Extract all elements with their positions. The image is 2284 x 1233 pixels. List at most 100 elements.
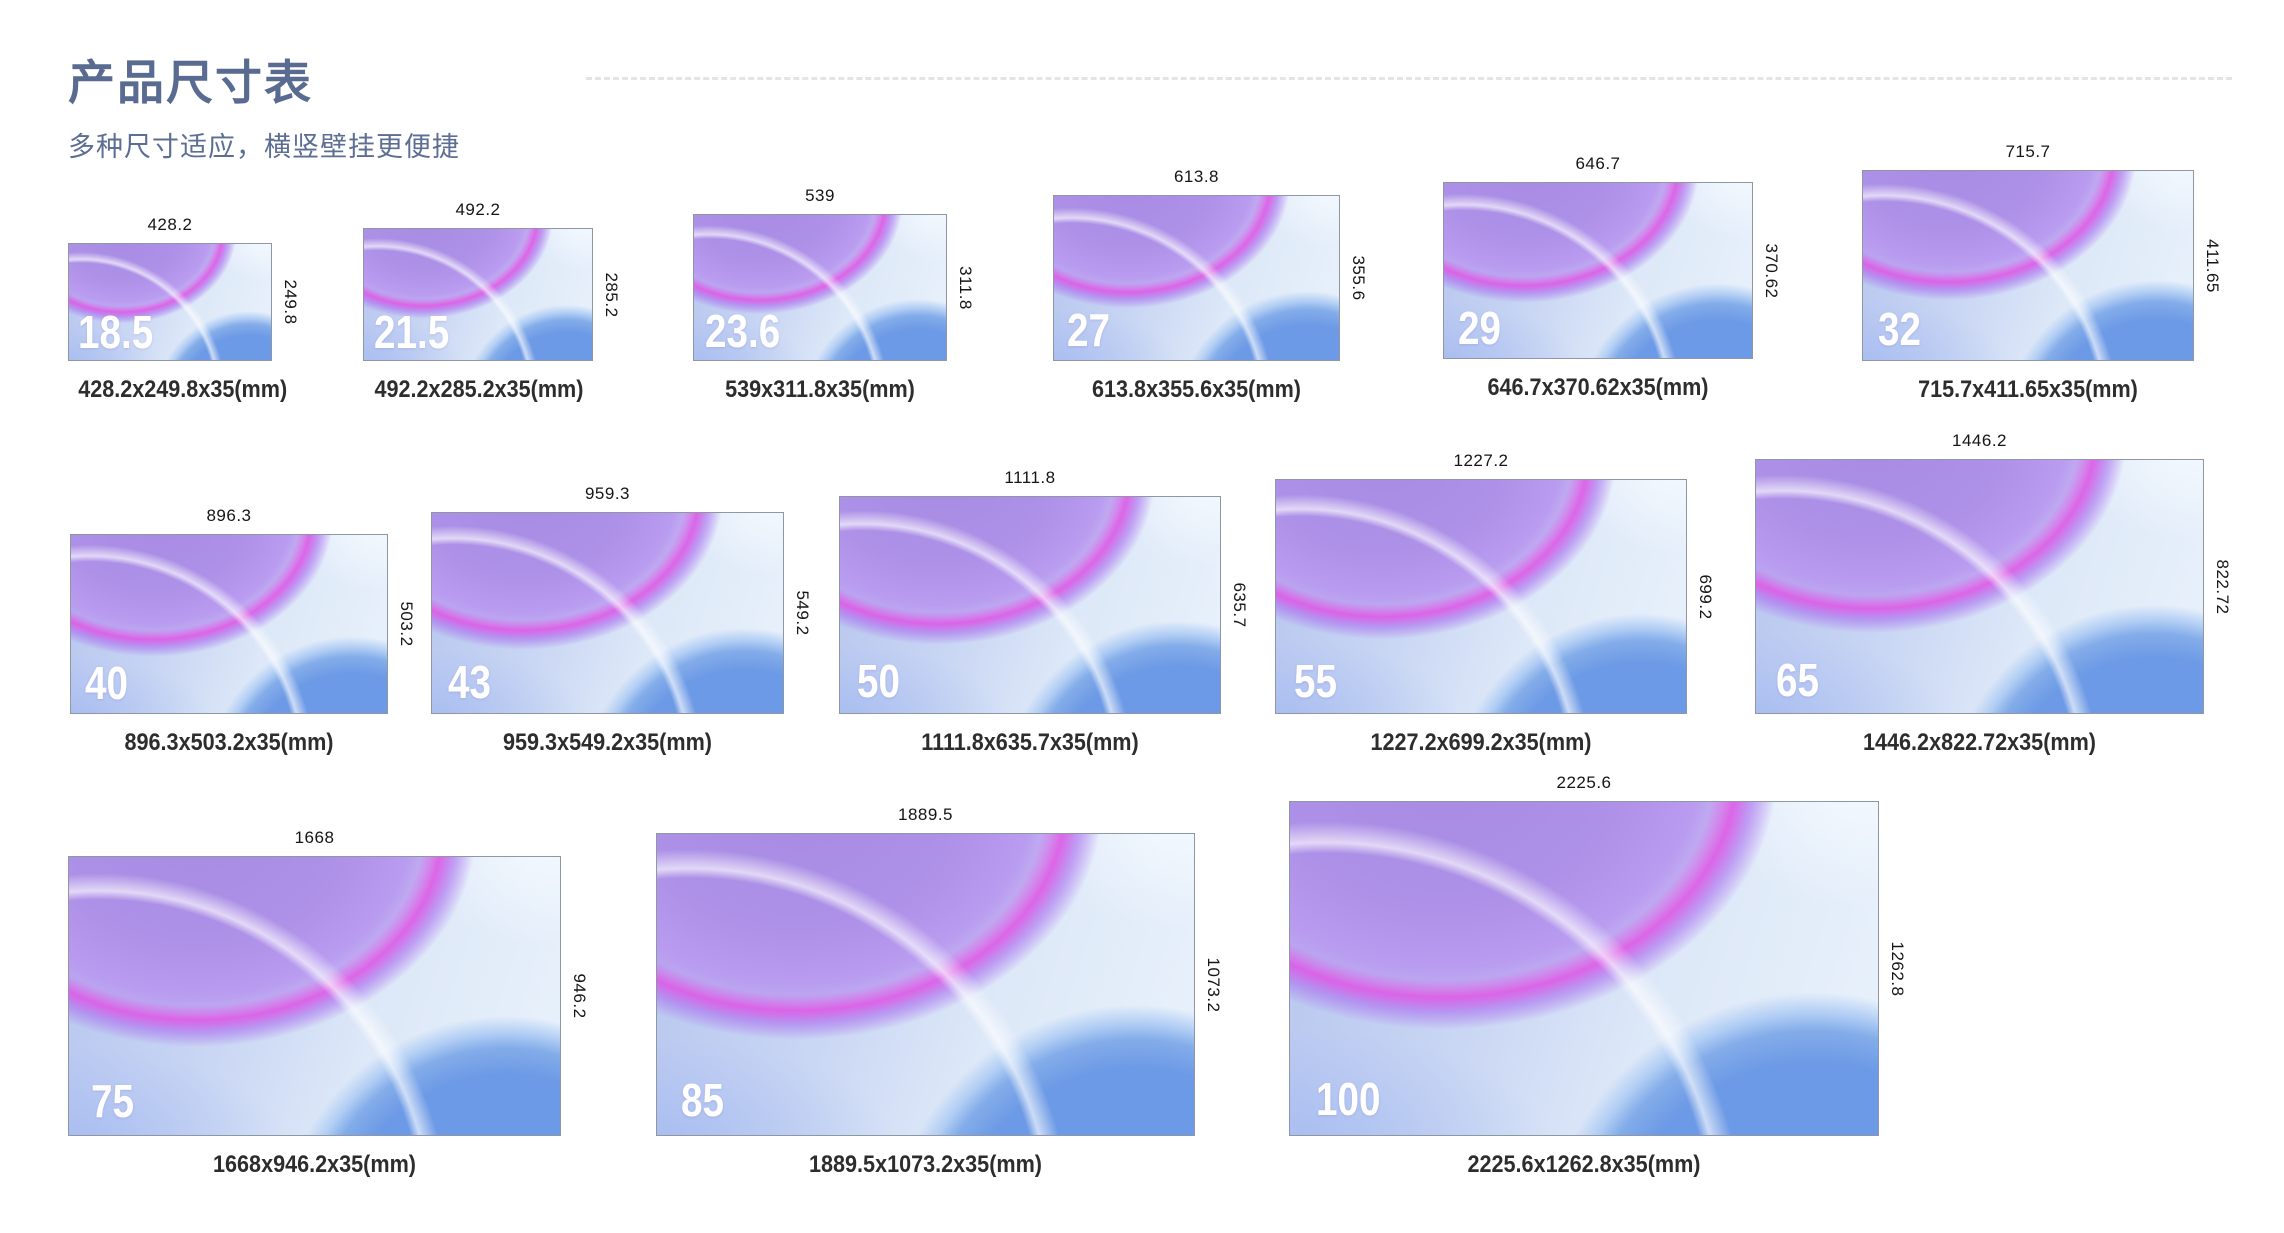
size-inches-label: 85	[681, 1073, 725, 1126]
product-card: 613.8 27 355.6 613.8x355.6x35(mm)	[1053, 167, 1368, 404]
screen-frame: 43 549.2	[431, 512, 812, 714]
size-inches-label: 18.5	[78, 306, 154, 359]
height-mm-label: 311.8	[956, 265, 975, 310]
height-mm-label: 1073.2	[1204, 957, 1223, 1012]
screen-frame: 65 822.72	[1755, 459, 2232, 714]
product-card: 715.7 32 411.65 715.7x411.65x35(mm)	[1862, 142, 2222, 404]
screen-preview: 29	[1443, 182, 1753, 359]
screen-frame: 27 355.6	[1053, 195, 1368, 361]
screen-preview: 65	[1755, 459, 2204, 714]
height-mm-label: 946.2	[570, 973, 589, 1019]
screen-frame: 100 1262.8	[1289, 801, 1907, 1136]
product-card: 959.3 43 549.2 959.3x549.2x35(mm)	[431, 484, 812, 757]
dimensions-caption: 539x311.8x35(mm)	[725, 376, 915, 403]
dimensions-caption: 1111.8x635.7x35(mm)	[921, 729, 1139, 756]
screen-preview: 50	[839, 496, 1221, 714]
dimensions-caption: 1668x946.2x35(mm)	[213, 1151, 416, 1178]
product-card: 2225.6 100 1262.8 2225.6x1262.8x35(mm)	[1289, 773, 1907, 1179]
height-mm-label: 285.2	[602, 271, 621, 318]
screen-frame: 50 635.7	[839, 496, 1249, 714]
height-mm-label: 549.2	[793, 590, 812, 636]
width-mm-label: 896.3	[206, 506, 252, 525]
screen-preview: 32	[1862, 170, 2194, 361]
product-card: 896.3 40 503.2 896.3x503.2x35(mm)	[70, 506, 416, 757]
height-mm-label: 370.62	[1762, 243, 1781, 298]
width-mm-label: 646.7	[1575, 154, 1621, 173]
screen-frame: 75 946.2	[68, 856, 589, 1136]
size-inches-label: 23.6	[705, 305, 781, 358]
height-mm-label: 503.2	[397, 601, 416, 647]
screen-preview: 55	[1275, 479, 1687, 714]
size-inches-label: 27	[1066, 304, 1110, 357]
width-mm-label: 613.8	[1173, 167, 1220, 186]
dimensions-caption: 1446.2x822.72x35(mm)	[1863, 729, 2096, 756]
size-inches-label: 55	[1294, 654, 1338, 707]
size-inches-label: 65	[1776, 653, 1820, 706]
product-card: 428.2 18.5 249.8 428.2x249.8x35(mm)	[68, 215, 300, 404]
product-card: 646.7 29 370.62 646.7x370.62x35(mm)	[1443, 154, 1781, 402]
screen-frame: 55 699.2	[1275, 479, 1715, 714]
height-mm-label: 355.6	[1349, 255, 1368, 301]
screen-preview: 18.5	[68, 243, 272, 361]
product-card: 492.2 21.5 285.2 492.2x285.2x35(mm)	[363, 200, 621, 404]
height-mm-label: 635.7	[1230, 582, 1249, 628]
product-card: 1227.2 55 699.2 1227.2x699.2x35(mm)	[1275, 451, 1715, 757]
screen-preview: 75	[68, 856, 561, 1136]
screen-preview: 23.6	[693, 214, 947, 361]
width-mm-label: 2225.6	[1556, 773, 1612, 792]
height-mm-label: 822.72	[2213, 559, 2232, 614]
width-mm-label: 715.7	[2005, 142, 2051, 161]
size-inches-label: 29	[1457, 302, 1501, 354]
height-mm-label: 411.65	[2203, 238, 2222, 293]
product-card: 1668 75 946.2 1668x946.2x35(mm)	[68, 828, 589, 1179]
dimensions-caption: 715.7x411.65x35(mm)	[1918, 376, 2138, 403]
screen-frame: 18.5 249.8	[68, 243, 300, 361]
product-card: 1111.8 50 635.7 1111.8x635.7x35(mm)	[839, 468, 1249, 757]
height-mm-label: 1262.8	[1888, 941, 1907, 996]
screen-preview: 40	[70, 534, 388, 714]
width-mm-label: 428.2	[147, 215, 193, 234]
screen-preview: 100	[1289, 801, 1879, 1136]
height-mm-label: 249.8	[281, 279, 300, 325]
width-mm-label: 1446.2	[1952, 431, 2007, 450]
width-mm-label: 1668	[294, 828, 335, 847]
dimensions-caption: 428.2x249.8x35(mm)	[78, 376, 288, 403]
screen-preview: 85	[656, 833, 1195, 1136]
size-inches-label: 32	[1877, 303, 1921, 356]
dimensions-caption: 959.3x549.2x35(mm)	[503, 729, 712, 756]
width-mm-label: 959.3	[584, 484, 631, 503]
screen-frame: 85 1073.2	[656, 833, 1223, 1136]
height-mm-label: 699.2	[1696, 573, 1715, 620]
dimensions-caption: 896.3x503.2x35(mm)	[124, 729, 334, 756]
width-mm-label: 1227.2	[1453, 451, 1509, 470]
screen-preview: 21.5	[363, 228, 593, 361]
width-mm-label: 539	[805, 186, 835, 205]
page-title: 产品尺寸表	[68, 56, 313, 109]
width-mm-label: 492.2	[455, 200, 501, 219]
size-inches-label: 43	[447, 656, 491, 708]
dimensions-caption: 492.2x285.2x35(mm)	[374, 376, 584, 403]
screen-frame: 23.6 311.8	[693, 214, 975, 361]
size-inches-label: 21.5	[374, 305, 450, 358]
width-mm-label: 1889.5	[898, 805, 953, 824]
page-subtitle: 多种尺寸适应，横竖壁挂更便捷	[68, 132, 460, 162]
product-card: 1889.5 85 1073.2 1889.5x1073.2x35(mm)	[656, 805, 1223, 1179]
width-mm-label: 1111.8	[1004, 468, 1056, 487]
dimensions-caption: 1227.2x699.2x35(mm)	[1370, 729, 1592, 756]
screen-frame: 32 411.65	[1862, 170, 2222, 361]
size-inches-label: 40	[85, 656, 129, 709]
size-inches-label: 50	[857, 655, 901, 708]
screen-frame: 21.5 285.2	[363, 228, 621, 361]
screen-frame: 40 503.2	[70, 534, 416, 714]
screen-preview: 43	[431, 512, 784, 714]
screen-preview: 27	[1053, 195, 1340, 361]
product-card: 1446.2 65 822.72 1446.2x822.72x35(mm)	[1755, 431, 2232, 757]
screen-frame: 29 370.62	[1443, 182, 1781, 359]
dimensions-caption: 2225.6x1262.8x35(mm)	[1467, 1151, 1701, 1178]
divider-dashed-line	[586, 77, 2232, 80]
product-card: 539 23.6 311.8 539x311.8x35(mm)	[693, 186, 975, 404]
dimensions-caption: 646.7x370.62x35(mm)	[1487, 374, 1709, 401]
size-inches-label: 100	[1316, 1072, 1381, 1125]
dimensions-caption: 1889.5x1073.2x35(mm)	[809, 1151, 1042, 1178]
